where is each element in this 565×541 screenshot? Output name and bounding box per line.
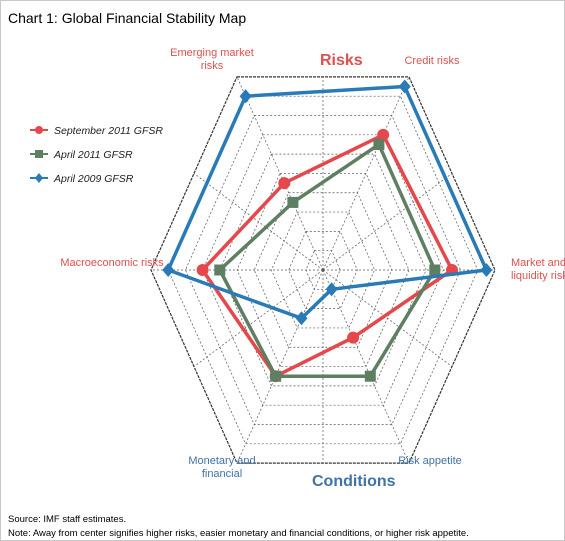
legend-text: April 2011 GFSR	[53, 149, 133, 161]
axis-label: Monetary and financial	[188, 455, 256, 480]
spoke	[193, 269, 324, 367]
marker	[377, 128, 390, 141]
legend-text: September 2011 GFSR	[54, 125, 163, 137]
source: Source: IMF staff estimates.	[8, 514, 127, 525]
grid-ring	[150, 76, 496, 464]
axis-label: Risk appetite	[398, 455, 462, 467]
spoke	[322, 269, 453, 367]
axis-label: Credit risks	[404, 55, 460, 67]
group-label: Conditions	[312, 473, 396, 490]
marker	[325, 282, 338, 297]
marker	[162, 263, 175, 277]
marker	[373, 138, 385, 150]
marker	[295, 311, 308, 326]
spoke	[236, 76, 324, 271]
grid-ring	[271, 211, 375, 329]
marker	[429, 264, 441, 276]
spoke	[322, 173, 453, 271]
series-line	[200, 133, 454, 378]
spoke	[322, 76, 410, 271]
legend-marker	[35, 173, 43, 183]
axis-label: Market and liquidity risks	[511, 257, 565, 282]
marker	[364, 370, 376, 382]
spoke	[236, 269, 324, 464]
marker	[239, 89, 252, 104]
chart-title: Chart 1: Global Financial Stability Map	[8, 10, 247, 26]
marker	[398, 79, 411, 94]
axis-label: Emerging market risks	[170, 47, 254, 72]
marker	[480, 263, 493, 277]
marker	[278, 177, 291, 190]
legend-marker	[35, 126, 43, 134]
spoke	[322, 269, 410, 464]
spoke	[193, 173, 324, 271]
marker	[214, 264, 226, 276]
axis-label: Macroeconomic risks	[60, 257, 164, 269]
grid-ring	[219, 153, 427, 387]
marker	[287, 196, 299, 208]
legend-marker	[35, 150, 43, 158]
note: Note: Away from center signifies higher …	[8, 528, 469, 539]
marker	[347, 331, 360, 344]
series-line	[166, 84, 489, 321]
legend-text: April 2009 GFSR	[53, 173, 134, 185]
marker	[270, 370, 282, 382]
group-label: Risks	[320, 52, 363, 69]
marker	[196, 264, 209, 276]
